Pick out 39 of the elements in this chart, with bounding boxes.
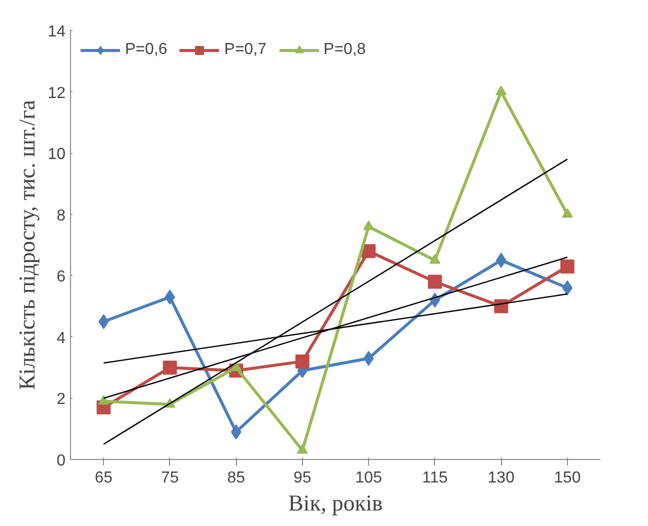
- point: [562, 208, 573, 218]
- x-axis-title: Вік, років: [288, 490, 383, 516]
- x-tick-label: 130: [488, 470, 515, 486]
- x-tick-label: 65: [94, 470, 113, 486]
- point: [428, 274, 442, 289]
- x-tick-label: 150: [554, 470, 581, 486]
- point: [98, 314, 109, 330]
- point: [496, 86, 507, 96]
- point: [362, 244, 376, 258]
- legend-label: P=0,8: [324, 41, 366, 59]
- point: [230, 361, 242, 371]
- y-tick-label: 12: [48, 84, 66, 102]
- point: [230, 424, 242, 440]
- y-tick-label: 8: [56, 207, 66, 224]
- point: [562, 280, 573, 296]
- point: [162, 360, 177, 375]
- point: [363, 220, 374, 230]
- point: [363, 350, 374, 366]
- x-tick-label: 75: [160, 470, 179, 486]
- y-tick-label: 0: [56, 452, 66, 470]
- x-tick-label: 95: [293, 470, 312, 486]
- point: [295, 354, 310, 368]
- y-tick-label: 2: [56, 391, 66, 408]
- y-axis-title: Кількість підросту, тис. шт./га: [14, 100, 40, 390]
- y-tick-label: 10: [48, 146, 66, 164]
- legend-label: P=0,7: [224, 41, 267, 59]
- legend-label: P=0,6: [125, 41, 168, 59]
- x-tick-label: 115: [422, 470, 448, 486]
- point: [496, 252, 506, 268]
- point: [296, 444, 308, 454]
- y-tick-label: 6: [56, 268, 66, 286]
- point: [98, 395, 110, 405]
- x-tick-label: 105: [355, 470, 382, 486]
- y-tick-label: 4: [56, 330, 66, 347]
- point: [164, 290, 176, 305]
- x-tick-label: 85: [227, 470, 246, 486]
- y-tick-label: 14: [48, 24, 66, 40]
- point: [429, 254, 440, 264]
- point: [560, 259, 574, 274]
